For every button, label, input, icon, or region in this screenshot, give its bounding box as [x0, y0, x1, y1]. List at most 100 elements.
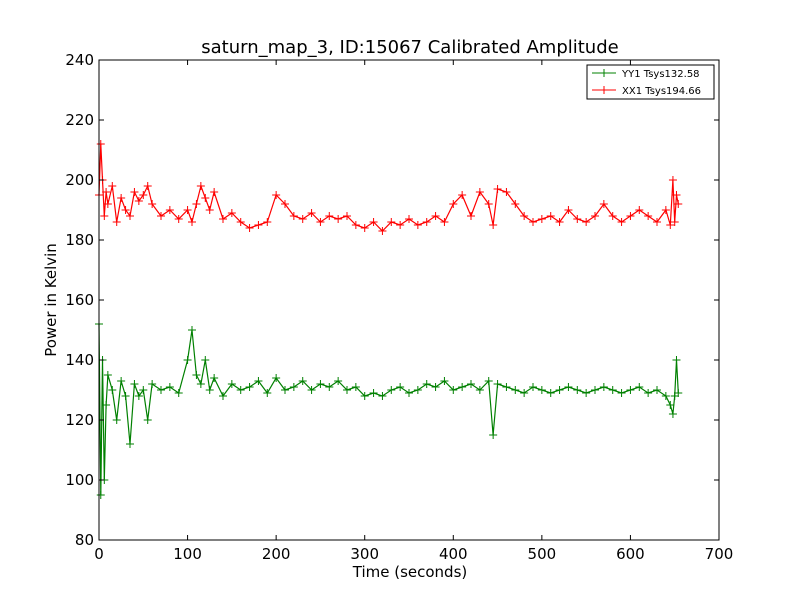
data-point — [431, 383, 440, 391]
data-point — [134, 392, 143, 400]
data-point — [670, 218, 679, 226]
data-point — [351, 383, 360, 391]
data-point — [334, 377, 343, 385]
data-point — [96, 491, 105, 499]
data-point — [668, 410, 677, 418]
data-point — [183, 356, 192, 364]
data-point — [672, 356, 681, 364]
data-point — [165, 206, 174, 214]
data-point — [555, 218, 564, 226]
data-point — [475, 188, 484, 196]
data-point — [183, 206, 192, 214]
y-tick-label: 140 — [65, 351, 94, 369]
data-point — [422, 380, 431, 388]
data-point — [599, 200, 608, 208]
data-point — [325, 212, 334, 220]
data-point — [103, 371, 112, 379]
data-point — [458, 191, 467, 199]
data-point — [661, 206, 670, 214]
series-0 — [95, 320, 683, 499]
data-point — [493, 185, 502, 193]
data-point — [672, 191, 681, 199]
data-point — [661, 392, 670, 400]
data-point — [130, 380, 139, 388]
data-point — [653, 218, 661, 226]
data-point — [102, 401, 111, 409]
data-point — [351, 221, 360, 229]
data-point — [325, 383, 334, 391]
data-point — [192, 200, 201, 208]
data-point — [573, 215, 582, 223]
data-point — [511, 386, 520, 394]
data-point — [108, 386, 117, 394]
data-point — [520, 212, 529, 220]
data-point — [564, 206, 573, 214]
data-point — [493, 380, 502, 388]
data-point — [458, 383, 467, 391]
data-point — [117, 194, 126, 202]
data-point — [546, 389, 555, 397]
data-point — [666, 221, 675, 229]
data-point — [157, 386, 165, 394]
data-point — [644, 389, 653, 397]
data-point — [489, 431, 498, 439]
data-point — [126, 212, 134, 220]
data-point — [254, 221, 263, 229]
data-point — [219, 392, 227, 400]
chart-title: saturn_map_3, ID:15067 Calibrated Amplit… — [201, 37, 618, 58]
data-point — [117, 377, 126, 385]
data-point — [196, 380, 205, 388]
data-point — [387, 218, 396, 226]
data-point — [369, 389, 378, 397]
data-point — [484, 377, 493, 385]
legend-label-yy1: YY1 Tsys132.58 — [621, 69, 700, 80]
data-point — [635, 206, 644, 214]
y-tick-label: 120 — [65, 411, 94, 429]
data-point — [205, 206, 214, 214]
data-point — [219, 215, 227, 223]
x-tick-label: 500 — [528, 545, 557, 563]
data-point — [608, 386, 617, 394]
data-point — [272, 374, 281, 382]
data-point — [489, 221, 498, 229]
data-point — [644, 212, 653, 220]
data-point — [139, 191, 148, 199]
data-point — [449, 386, 458, 394]
data-point — [668, 176, 677, 184]
data-point — [573, 386, 582, 394]
data-point — [112, 416, 121, 424]
data-point — [298, 215, 307, 223]
data-point — [96, 140, 105, 148]
data-point — [546, 212, 555, 220]
data-point — [102, 188, 111, 196]
data-point — [307, 209, 316, 217]
data-point — [316, 218, 325, 226]
data-point — [484, 200, 493, 208]
legend-label-xx1: XX1 Tsys194.66 — [622, 86, 701, 97]
data-point — [396, 383, 405, 391]
y-tick-label: 160 — [65, 291, 94, 309]
data-point — [100, 212, 109, 220]
data-point — [334, 215, 343, 223]
data-point — [227, 380, 236, 388]
data-point — [143, 416, 152, 424]
data-point — [431, 212, 440, 220]
data-point — [343, 386, 351, 394]
data-point — [520, 389, 529, 397]
data-point — [254, 377, 263, 385]
data-point — [617, 389, 626, 397]
legend-marker-yy1 — [600, 69, 608, 77]
data-point — [143, 182, 152, 190]
y-tick-label: 180 — [65, 231, 94, 249]
data-point — [281, 200, 289, 208]
data-point — [108, 182, 117, 190]
x-tick-label: 700 — [705, 545, 734, 563]
series-1 — [95, 140, 683, 235]
data-point — [369, 218, 378, 226]
y-tick-label: 200 — [65, 171, 94, 189]
data-point — [674, 200, 683, 208]
x-tick-label: 0 — [94, 545, 104, 563]
data-point — [263, 389, 272, 397]
data-point — [582, 389, 591, 397]
